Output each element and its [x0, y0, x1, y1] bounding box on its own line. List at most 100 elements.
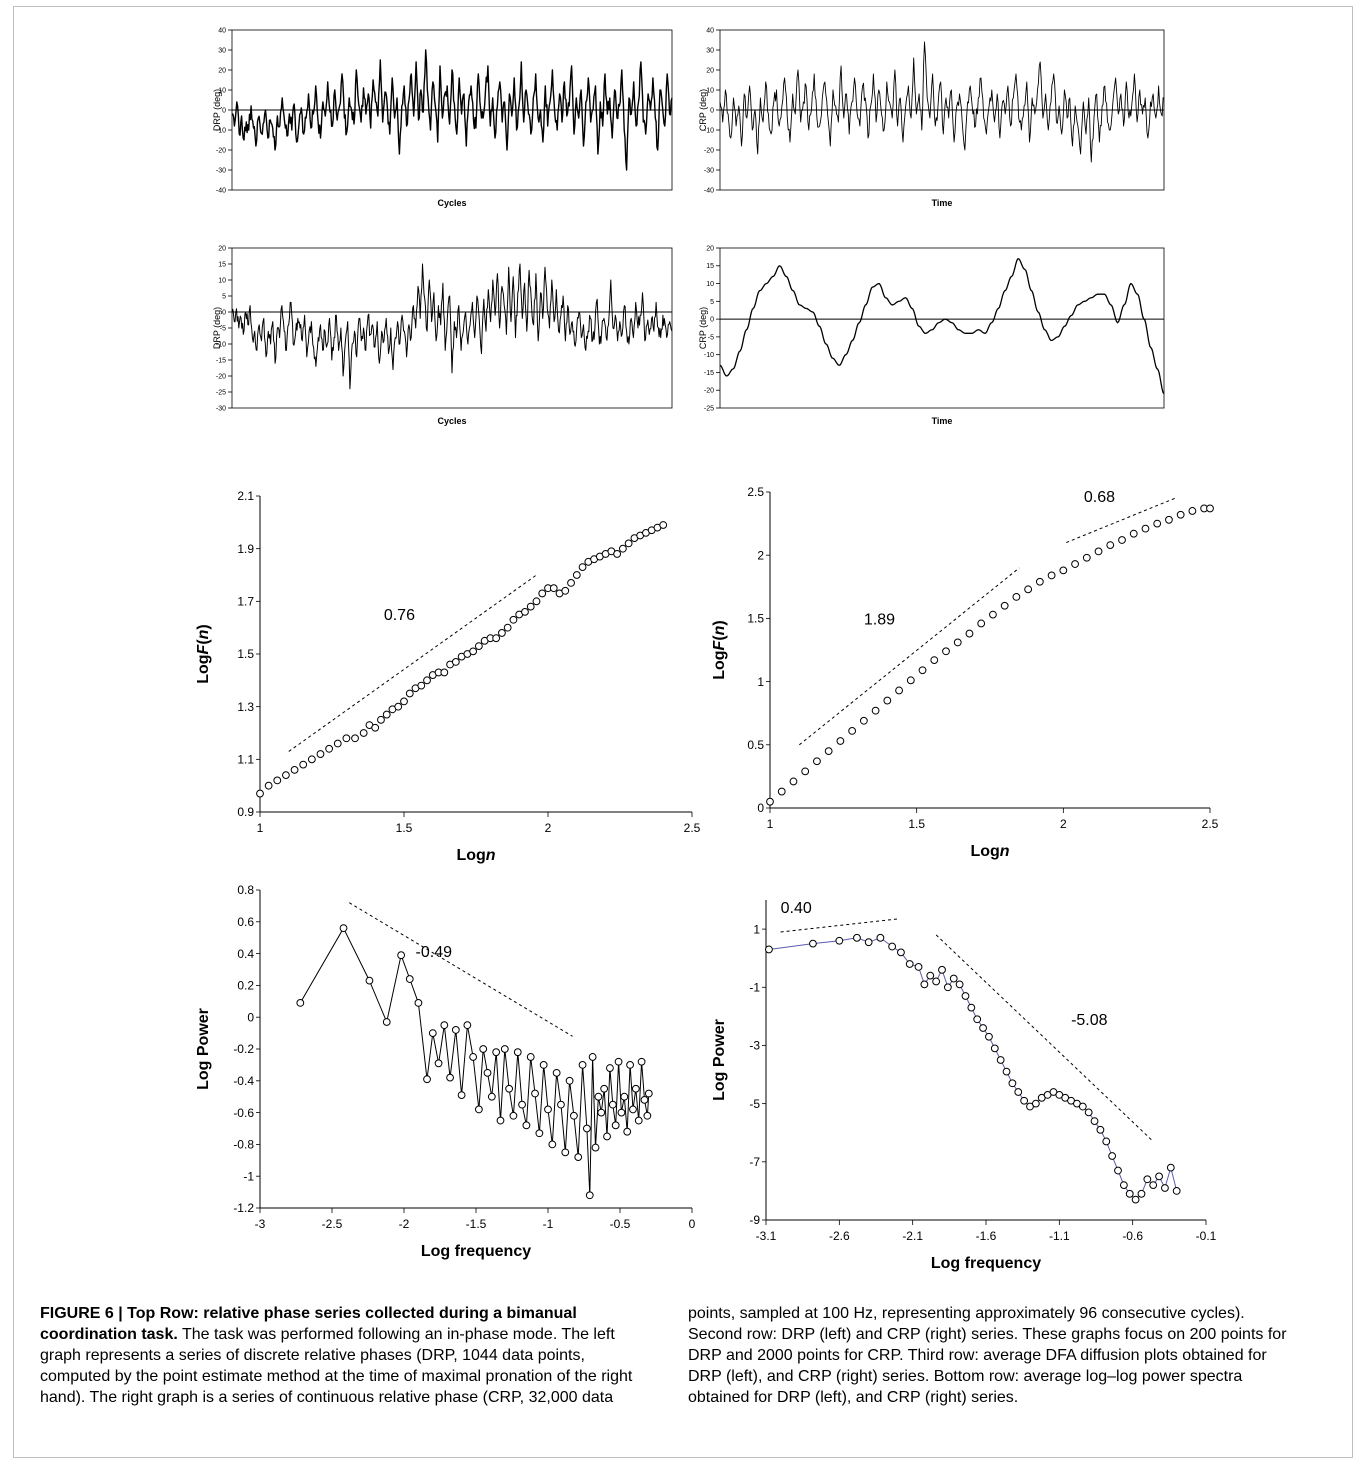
slope-annotation: -0.49: [416, 944, 453, 961]
data-point: [1094, 547, 1103, 556]
data-point: [561, 1148, 570, 1157]
y-tick-label: -40: [216, 187, 226, 194]
y-tick-label: 40: [218, 27, 226, 34]
data-point: [930, 656, 939, 665]
data-point: [1002, 1067, 1011, 1076]
y-tick-label: 0.9: [237, 805, 254, 819]
data-point: [813, 757, 821, 766]
data-point: [836, 737, 845, 745]
data-point: [307, 755, 316, 764]
data-point: [979, 1024, 987, 1032]
data-point: [643, 1111, 652, 1120]
slope-annotation: 0.40: [781, 900, 812, 917]
y-tick-label: -9: [749, 1213, 760, 1227]
data-point: [451, 1026, 460, 1034]
data-point: [1106, 541, 1115, 549]
data-point: [1084, 1108, 1093, 1117]
data-point: [953, 638, 962, 647]
data-point: [1031, 1099, 1040, 1108]
y-tick-label: 0: [710, 317, 714, 324]
x-tick-label: 1.5: [396, 821, 413, 835]
data-point: [572, 571, 581, 579]
data-point: [920, 980, 929, 989]
data-point: [256, 789, 264, 798]
y-tick-label: 20: [706, 67, 714, 74]
caption-right-text: points, sampled at 100 Hz, representing …: [688, 1305, 1287, 1406]
data-point: [623, 1127, 632, 1136]
slope-guide-line: [1066, 497, 1175, 544]
y-axis-label: LogF(n): [195, 624, 212, 684]
y-tick-label: 10: [706, 281, 714, 288]
y-tick-label: 0: [247, 1010, 254, 1024]
slope-annotation: 0.76: [384, 607, 415, 624]
data-point: [1188, 507, 1197, 515]
data-point: [574, 1153, 583, 1162]
slope-annotation: 1.89: [864, 612, 895, 629]
y-tick-label: -10: [216, 127, 226, 134]
data-point: [423, 1075, 431, 1084]
drp-spectrum-chart: -1.2 -1 -0.8 -0.6 -0.4 -0.2 0 0.2 0.4 0.6 0.8 -3 -2.…: [195, 883, 696, 1260]
data-point: [631, 1084, 640, 1093]
series-line: [299, 927, 650, 1196]
data-point: [509, 615, 518, 624]
data-point: [423, 676, 431, 685]
data-point: [451, 658, 460, 666]
y-tick-label: 40: [706, 27, 714, 34]
data-point: [640, 1095, 649, 1104]
data-point: [888, 942, 897, 951]
data-point: [1119, 1181, 1128, 1189]
data-point: [496, 1116, 505, 1125]
data-point: [1047, 571, 1056, 580]
data-point: [273, 776, 282, 785]
data-point: [942, 647, 950, 656]
data-point: [1102, 1137, 1111, 1146]
data-point: [474, 642, 483, 651]
data-point: [414, 998, 423, 1007]
y-tick-label: -20: [704, 388, 714, 395]
data-point: [809, 939, 817, 948]
data-point: [394, 702, 403, 711]
y-tick-label: 0: [222, 309, 226, 316]
data-point: [853, 933, 861, 942]
data-point: [532, 597, 541, 606]
data-point: [1071, 560, 1079, 568]
x-tick-label: -0.6: [1122, 1229, 1143, 1243]
data-point: [567, 579, 575, 587]
x-tick-label: 2: [545, 821, 552, 835]
data-point: [463, 1021, 472, 1030]
data-point: [961, 992, 970, 1000]
data-point: [1082, 553, 1091, 562]
caption-left-text: The task was performed following an in-p…: [40, 1326, 633, 1406]
data-point: [606, 1064, 614, 1072]
x-tick-label: -1.6: [976, 1229, 997, 1243]
data-point: [526, 1053, 535, 1061]
data-point: [591, 1143, 600, 1152]
data-point: [316, 750, 325, 758]
data-point: [382, 1018, 391, 1026]
data-point: [824, 747, 833, 756]
data-point: [985, 1032, 993, 1041]
data-point: [905, 960, 914, 968]
data-point: [597, 1108, 606, 1117]
y-tick-label: 30: [218, 47, 226, 54]
crp-spectrum-chart: -9 -7 -5 -3 -1 1 -3.1 -2.6 -2.1 -1.6 -1.1 -0.6 -0.1 L…: [711, 900, 1217, 1272]
data-point: [513, 1048, 522, 1057]
data-point: [848, 726, 857, 735]
y-tick-label: -5: [708, 334, 714, 341]
data-point: [557, 1100, 565, 1109]
data-point: [1090, 1117, 1099, 1125]
data-point: [440, 1021, 449, 1030]
y-tick-label: -1: [243, 1169, 254, 1183]
y-tick-label: 10: [706, 87, 714, 94]
series-line: [768, 937, 1178, 1201]
y-tick-label: 1: [753, 922, 760, 936]
data-point: [417, 681, 426, 690]
data-point: [1176, 510, 1185, 519]
data-point: [299, 760, 308, 769]
data-point: [539, 1061, 548, 1069]
data-point: [996, 1056, 1005, 1064]
drp-series-1044-chart: -40 -30 -20 -10 0 10 20 30 40 Cycles DRP (deg): [212, 27, 673, 208]
y-tick-label: -10: [216, 341, 226, 348]
y-tick-label: -10: [704, 127, 714, 134]
x-tick-label: -1: [543, 1217, 554, 1231]
